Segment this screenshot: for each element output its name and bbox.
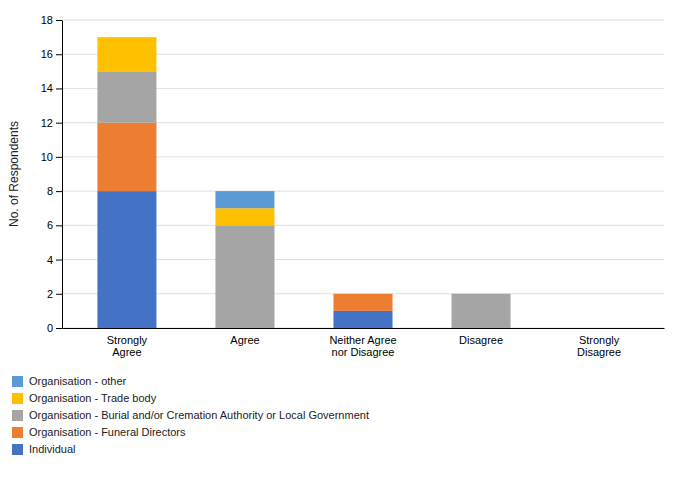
y-tick: 2 (47, 288, 62, 300)
y-tick-mark (56, 260, 62, 261)
y-tick-label: 18 (41, 14, 53, 26)
bar-segment (333, 294, 392, 311)
series (97, 71, 510, 328)
y-tick: 14 (41, 82, 62, 94)
y-tick-label: 12 (41, 117, 53, 129)
bar-segment (333, 311, 392, 328)
y-tick-mark (56, 54, 62, 55)
chart: 024681012141618StronglyAgreeAgreeNeither… (0, 0, 684, 478)
legend-label: Organisation - other (29, 375, 127, 387)
legend-label: Organisation - Burial and/or Cremation A… (29, 409, 369, 421)
series (97, 191, 392, 328)
legend: Organisation - other Organisation - Trade… (12, 375, 369, 455)
y-tick-label: 0 (47, 322, 53, 334)
y-tick-label: 2 (47, 288, 53, 300)
bar-segment (452, 294, 511, 328)
y-tick-mark (56, 88, 62, 89)
x-tick: Agree (230, 334, 259, 346)
legend-item: Organisation - other (12, 375, 127, 387)
legend-swatch (12, 376, 23, 387)
grid (62, 20, 664, 328)
bar-segment (97, 37, 156, 71)
y-tick-mark (56, 20, 62, 21)
y-tick-mark (56, 225, 62, 226)
bar-segment (333, 293, 392, 294)
legend-swatch (12, 410, 23, 421)
y-tick: 10 (41, 151, 62, 163)
y-tick-label: 14 (41, 82, 53, 94)
y-tick-label: 6 (47, 219, 53, 231)
bar-segment (570, 328, 629, 329)
y-tick-label: 8 (47, 185, 53, 197)
x-tick: StronglyDisagree (577, 334, 621, 359)
bar-segment (215, 208, 274, 225)
y-tick-mark (56, 294, 62, 295)
x-tick-label-line: Disagree (577, 346, 621, 358)
x-tick-label-line: nor Disagree (332, 346, 395, 358)
x-tick-label-line: Agree (112, 346, 141, 358)
bar-segment (570, 328, 629, 329)
y-axis-line (62, 21, 63, 329)
x-tick-label: Neither Agreenor Disagree (329, 334, 396, 359)
y-tick: 0 (47, 322, 62, 334)
bar-segment (570, 328, 629, 329)
x-tick-label-line: Agree (230, 334, 259, 346)
x-tick-label: Disagree (459, 334, 503, 346)
y-tick: 18 (41, 14, 62, 26)
bar-segment (97, 37, 156, 38)
legend-swatch (12, 393, 23, 404)
x-tick-label-line: Disagree (459, 334, 503, 346)
grid-line (62, 20, 664, 21)
y-tick-mark (56, 157, 62, 158)
bar-segment (570, 328, 629, 329)
y-tick: 8 (47, 185, 62, 197)
y-tick-label: 10 (41, 151, 53, 163)
bar-segment (452, 293, 511, 294)
y-tick-mark (56, 328, 62, 329)
legend-label: Organisation - Funeral Directors (29, 426, 186, 438)
legend-swatch (12, 427, 23, 438)
x-tick-label-line: Strongly (107, 334, 148, 346)
x-tick-label: Agree (230, 334, 259, 346)
x-tick: Disagree (459, 334, 503, 346)
bar-segment (97, 191, 156, 328)
legend-item: Organisation - Trade body (12, 392, 157, 404)
legend-item: Organisation - Burial and/or Cremation A… (12, 409, 369, 421)
x-tick-label-line: Strongly (579, 334, 620, 346)
y-tick: 16 (41, 48, 62, 60)
bars (97, 37, 510, 328)
bar-segment (97, 123, 156, 191)
x-axis-line (63, 328, 665, 329)
y-tick: 4 (47, 254, 62, 266)
bar-segment (452, 293, 511, 294)
y-tick-mark (56, 123, 62, 124)
y-tick: 12 (41, 117, 62, 129)
x-axis: StronglyAgreeAgreeNeither Agreenor Disag… (63, 329, 665, 359)
x-tick-label: StronglyDisagree (577, 334, 621, 359)
legend-item: Organisation - Funeral Directors (12, 426, 186, 438)
y-tick-mark (56, 191, 62, 192)
legend-label: Individual (29, 443, 75, 455)
x-tick-label-line: Neither Agree (329, 334, 396, 346)
y-tick: 6 (47, 219, 62, 231)
bar-segment (570, 328, 629, 329)
legend-item: Individual (12, 443, 75, 455)
x-tick: StronglyAgree (107, 334, 148, 359)
y-tick-label: 16 (41, 48, 53, 60)
bar-segment (215, 225, 274, 328)
legend-label: Organisation - Trade body (29, 392, 157, 404)
series (97, 37, 274, 225)
series (215, 191, 274, 208)
legend-swatch (12, 444, 23, 455)
bar-segment (333, 293, 392, 294)
y-axis: 0 2 4 6 8 10 12 14 16 18 (41, 14, 63, 334)
x-tick: Neither Agreenor Disagree (329, 334, 396, 359)
y-axis-title: No. of Respondents (7, 121, 21, 227)
bar-segment (215, 191, 274, 208)
x-tick-label: StronglyAgree (107, 334, 148, 359)
plot: 024681012141618StronglyAgreeAgreeNeither… (41, 14, 665, 358)
bar-segment (333, 293, 392, 294)
bar-segment (97, 71, 156, 122)
y-tick-label: 4 (47, 254, 53, 266)
